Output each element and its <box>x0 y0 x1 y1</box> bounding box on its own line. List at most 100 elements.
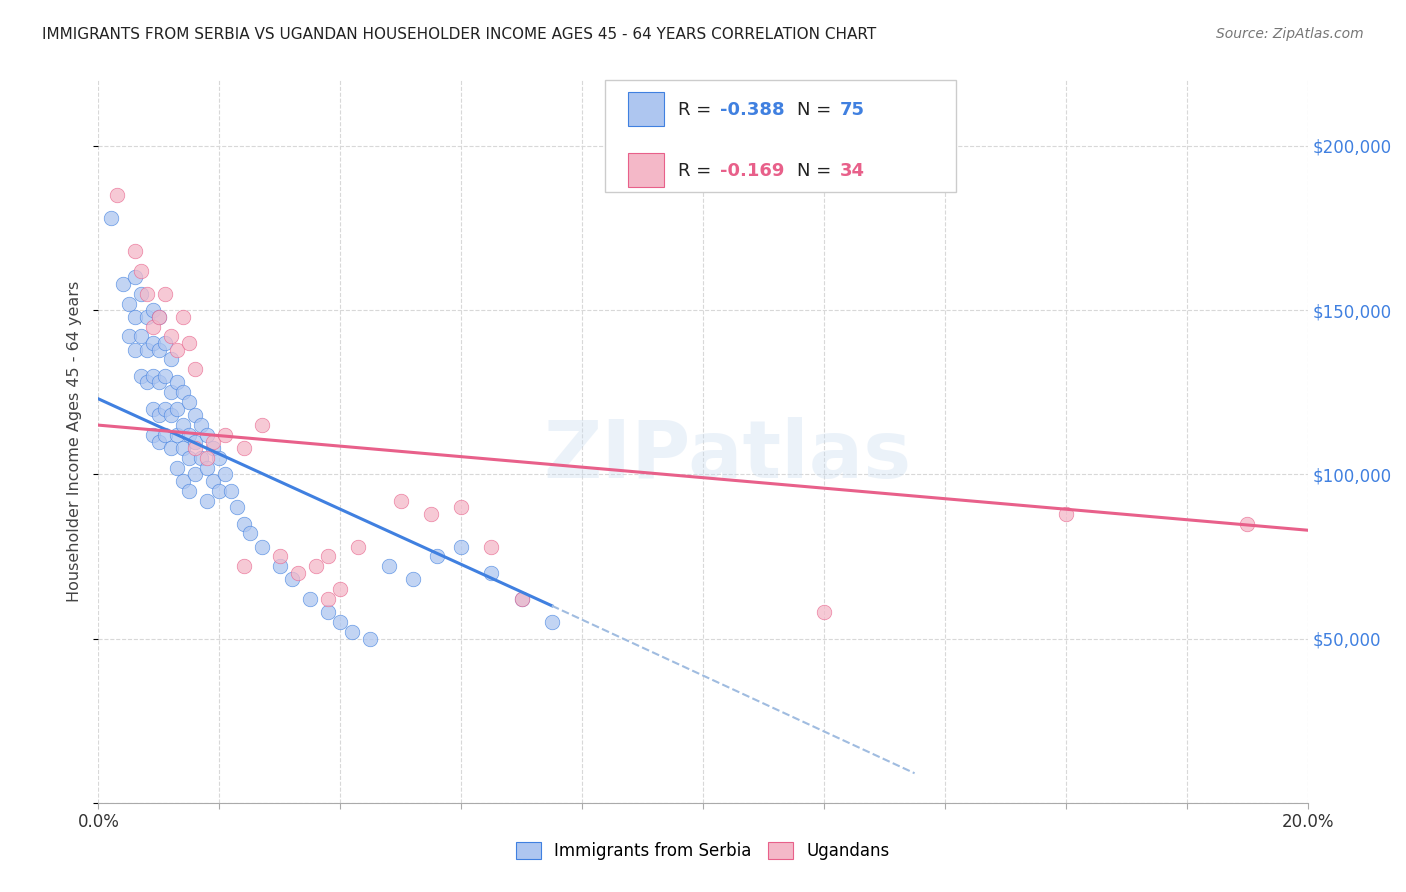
Point <box>208 483 231 498</box>
Point <box>153 401 176 416</box>
Point <box>148 310 170 324</box>
Point <box>195 428 218 442</box>
Point <box>377 559 399 574</box>
Point <box>329 582 352 597</box>
Point <box>184 409 207 423</box>
Point <box>179 450 201 465</box>
Text: R =: R = <box>678 101 717 119</box>
Point <box>316 549 339 564</box>
Point <box>184 362 207 376</box>
Point <box>202 434 225 449</box>
Point <box>166 376 188 390</box>
Point <box>214 467 236 482</box>
Point <box>195 460 218 475</box>
Point <box>214 428 236 442</box>
Point <box>184 467 207 482</box>
Point <box>172 385 194 400</box>
Point <box>129 264 152 278</box>
Point <box>142 319 165 334</box>
Point <box>342 625 364 640</box>
Point <box>347 540 370 554</box>
Point <box>420 507 443 521</box>
Point <box>160 352 183 367</box>
Point <box>195 450 218 465</box>
Point <box>153 336 176 351</box>
Text: Source: ZipAtlas.com: Source: ZipAtlas.com <box>1216 27 1364 41</box>
Point <box>148 409 170 423</box>
Point <box>166 428 188 442</box>
Point <box>111 277 134 291</box>
Point <box>142 336 165 351</box>
Point <box>153 368 176 383</box>
Text: -0.169: -0.169 <box>720 162 785 180</box>
Point <box>172 310 194 324</box>
Point <box>118 329 141 343</box>
Point <box>160 385 183 400</box>
Point <box>160 329 183 343</box>
Text: R =: R = <box>678 162 717 180</box>
Point <box>208 450 231 465</box>
Text: -0.388: -0.388 <box>720 101 785 119</box>
Text: N =: N = <box>797 162 837 180</box>
Point <box>389 493 412 508</box>
Point <box>166 460 188 475</box>
Point <box>450 540 472 554</box>
Point <box>153 428 176 442</box>
Point <box>226 500 249 515</box>
Point <box>450 500 472 515</box>
Point <box>360 632 382 646</box>
Point <box>179 395 201 409</box>
Point <box>481 540 503 554</box>
Point <box>269 549 291 564</box>
Point <box>124 244 146 258</box>
Point <box>481 566 503 580</box>
Point <box>190 418 212 433</box>
Point <box>148 343 170 357</box>
Point <box>281 573 304 587</box>
Point <box>124 270 146 285</box>
Point <box>202 441 225 455</box>
Text: IMMIGRANTS FROM SERBIA VS UGANDAN HOUSEHOLDER INCOME AGES 45 - 64 YEARS CORRELAT: IMMIGRANTS FROM SERBIA VS UGANDAN HOUSEH… <box>42 27 876 42</box>
Point <box>402 573 425 587</box>
Point <box>142 428 165 442</box>
Point <box>316 605 339 619</box>
Point <box>124 343 146 357</box>
Point <box>316 592 339 607</box>
Point <box>190 450 212 465</box>
Point <box>172 441 194 455</box>
Point <box>221 483 243 498</box>
Point <box>510 592 533 607</box>
Point <box>179 336 201 351</box>
Text: N =: N = <box>797 101 837 119</box>
Point <box>299 592 322 607</box>
Point <box>232 559 254 574</box>
Y-axis label: Householder Income Ages 45 - 64 years: Householder Income Ages 45 - 64 years <box>67 281 83 602</box>
Point <box>510 592 533 607</box>
Point <box>135 310 157 324</box>
Point <box>129 286 152 301</box>
Point <box>129 368 152 383</box>
Point <box>172 474 194 488</box>
Point <box>179 483 201 498</box>
Point <box>160 441 183 455</box>
Point <box>166 343 188 357</box>
Point <box>179 428 201 442</box>
Text: 75: 75 <box>839 101 865 119</box>
Point <box>287 566 309 580</box>
Point <box>142 368 165 383</box>
Point <box>426 549 449 564</box>
Point <box>184 434 207 449</box>
Point <box>232 516 254 531</box>
Point <box>148 310 170 324</box>
Point <box>160 409 183 423</box>
Point <box>135 343 157 357</box>
Point <box>166 401 188 416</box>
Point <box>250 418 273 433</box>
Point <box>142 303 165 318</box>
Point <box>129 329 152 343</box>
Point <box>135 376 157 390</box>
Point <box>142 401 165 416</box>
Point <box>232 441 254 455</box>
Point <box>1236 516 1258 531</box>
Point <box>329 615 352 630</box>
